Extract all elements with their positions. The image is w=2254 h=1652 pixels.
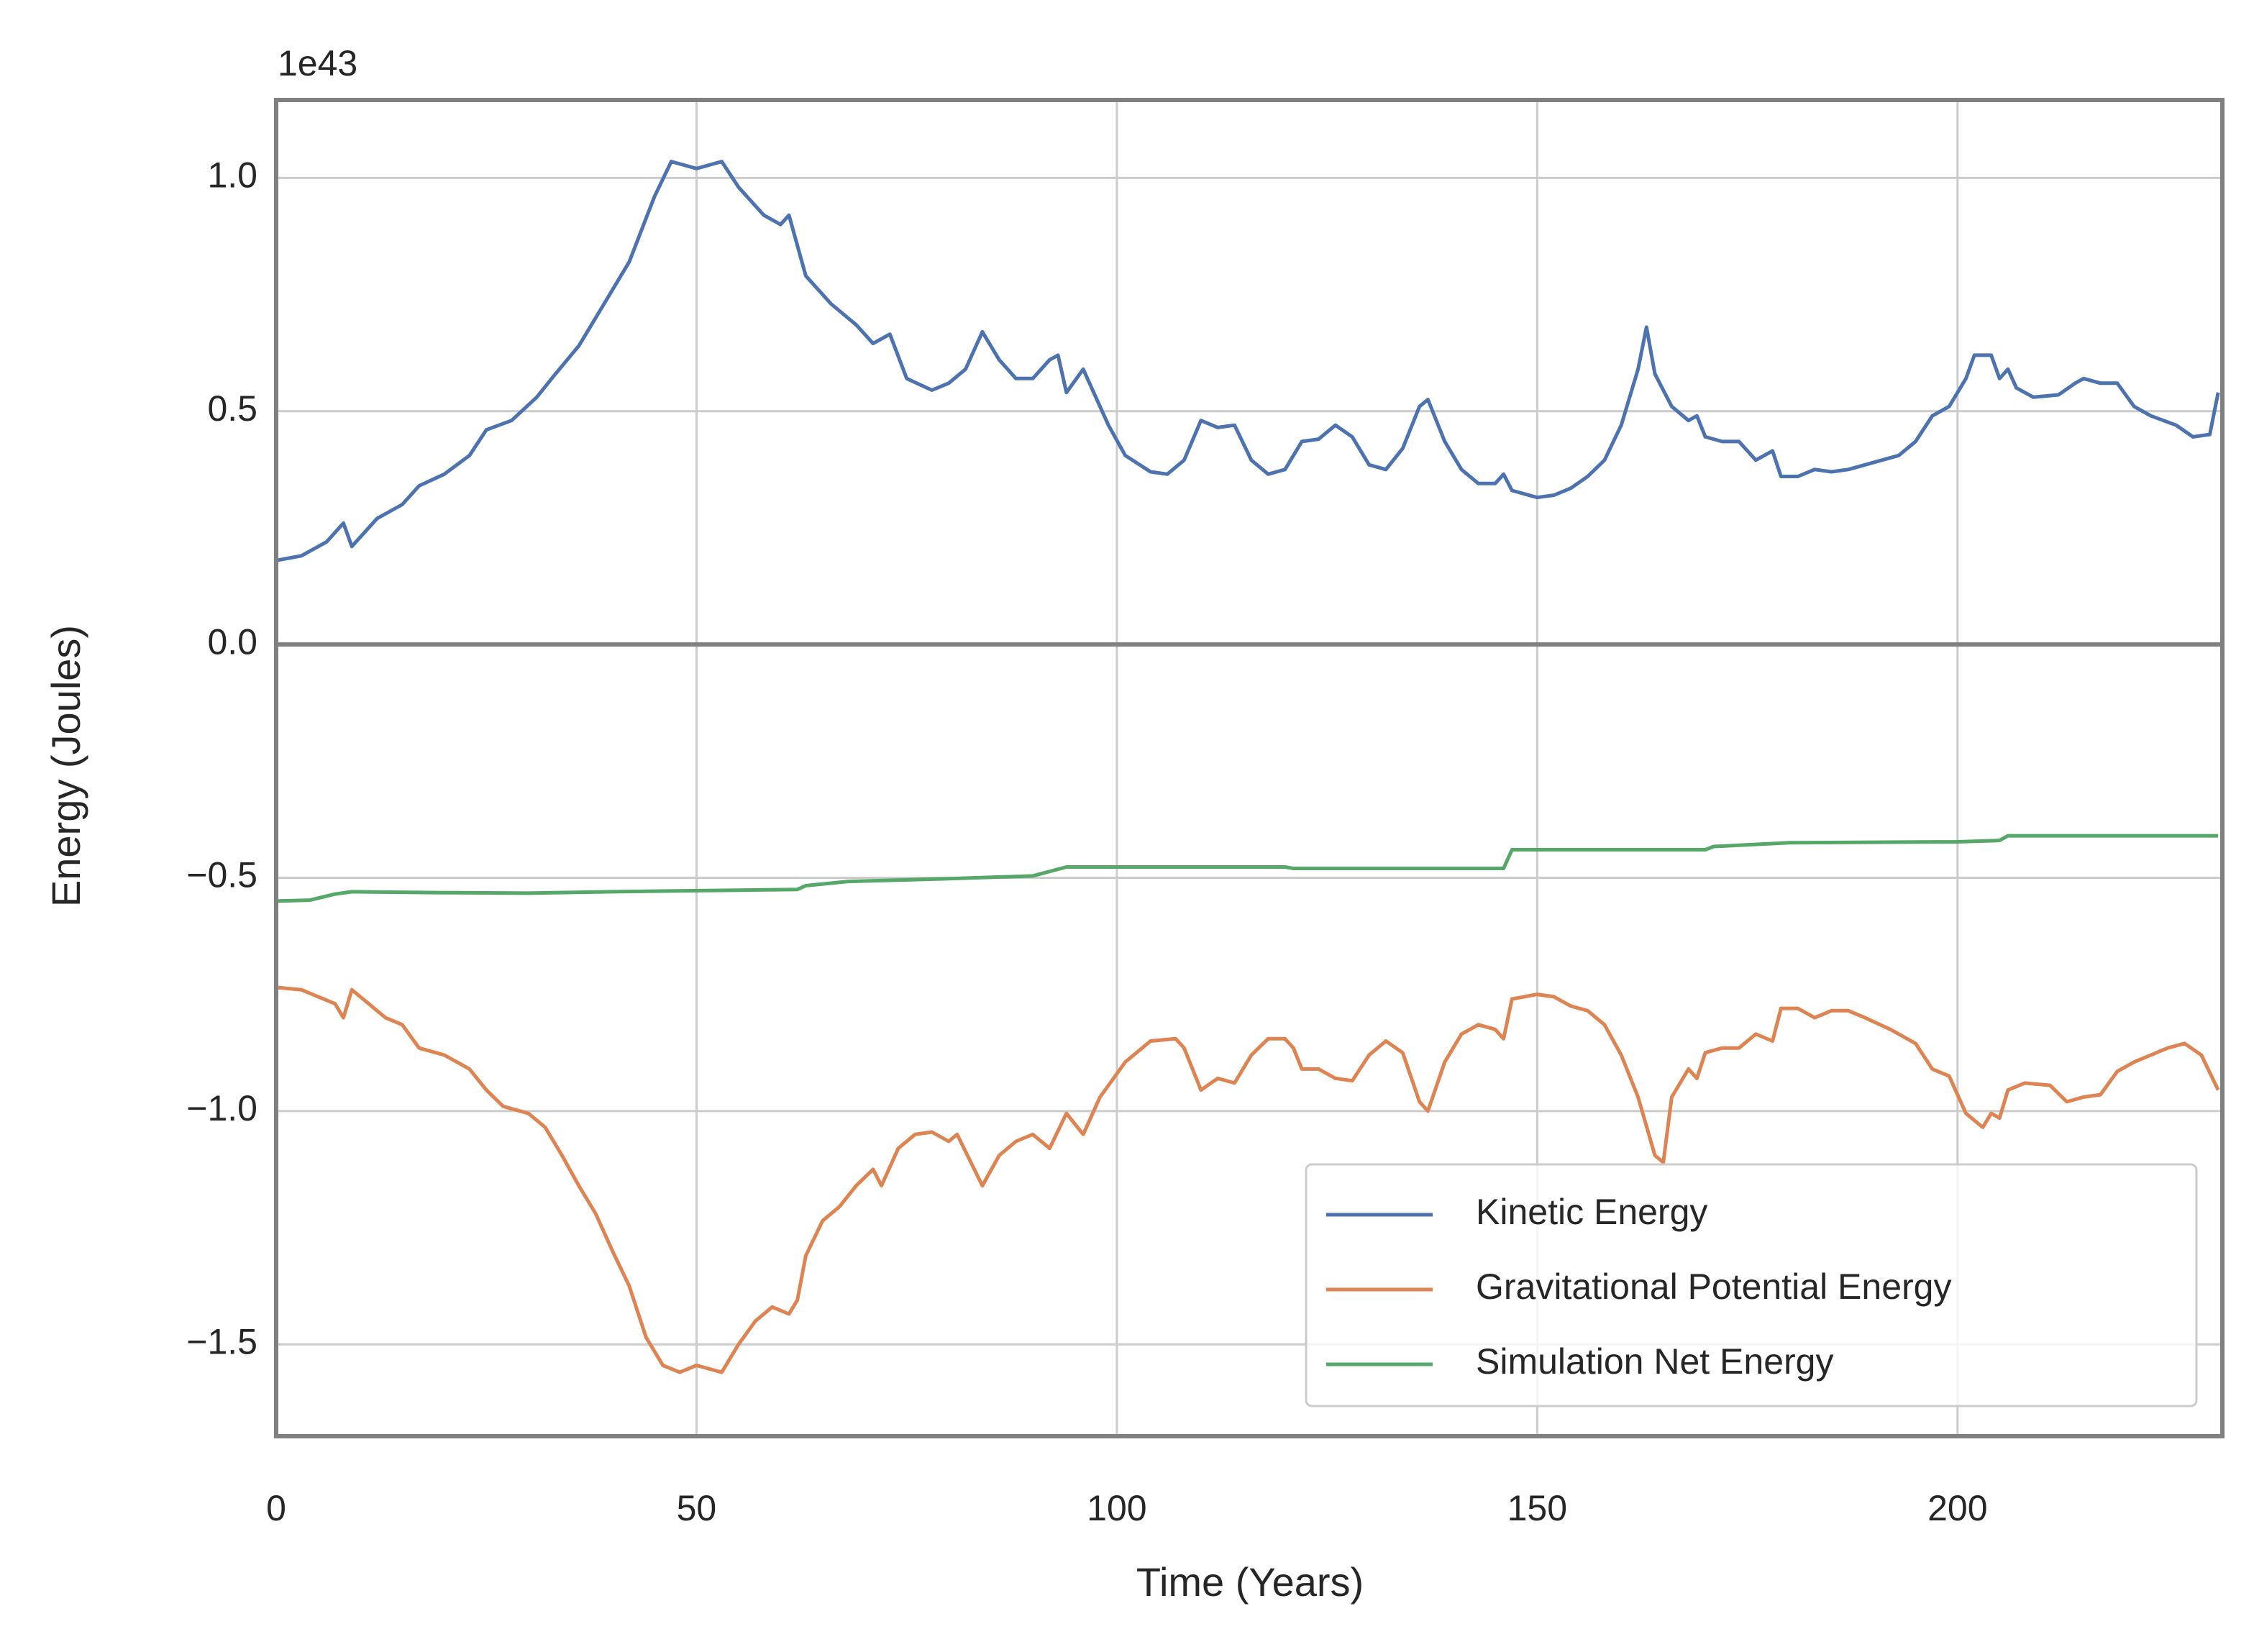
y-offset-label: 1e43 <box>278 43 357 83</box>
series-line <box>275 985 2220 1374</box>
y-axis-label: Energy (Joules) <box>43 625 88 907</box>
x-tick-label: 100 <box>1087 1488 1146 1528</box>
x-axis-label: Time (Years) <box>1136 1559 1364 1605</box>
legend-label: Gravitational Potential Energy <box>1476 1267 1951 1307</box>
x-tick-label: 200 <box>1927 1488 1987 1528</box>
x-tick-label: 0 <box>266 1488 286 1528</box>
x-tick-label: 50 <box>677 1488 717 1528</box>
series-line <box>275 834 2219 903</box>
y-tick-label: −0.5 <box>186 855 257 895</box>
legend-box <box>1305 1163 2198 1407</box>
y-tick-label: 0.5 <box>207 388 257 429</box>
y-tick-label: 1.0 <box>207 155 257 196</box>
legend-label: Kinetic Energy <box>1476 1192 1707 1232</box>
x-tick-label: 150 <box>1507 1488 1567 1528</box>
y-tick-label: 0.0 <box>207 621 257 662</box>
y-tick-label: −1.5 <box>186 1321 257 1361</box>
y-tick-label: −1.0 <box>186 1088 257 1128</box>
series-line <box>275 160 2220 562</box>
legend-label: Simulation Net Energy <box>1476 1341 1833 1382</box>
plot-frame <box>274 98 2225 1438</box>
legend: Kinetic Energy Gravitational Potential En… <box>1305 1163 2198 1407</box>
